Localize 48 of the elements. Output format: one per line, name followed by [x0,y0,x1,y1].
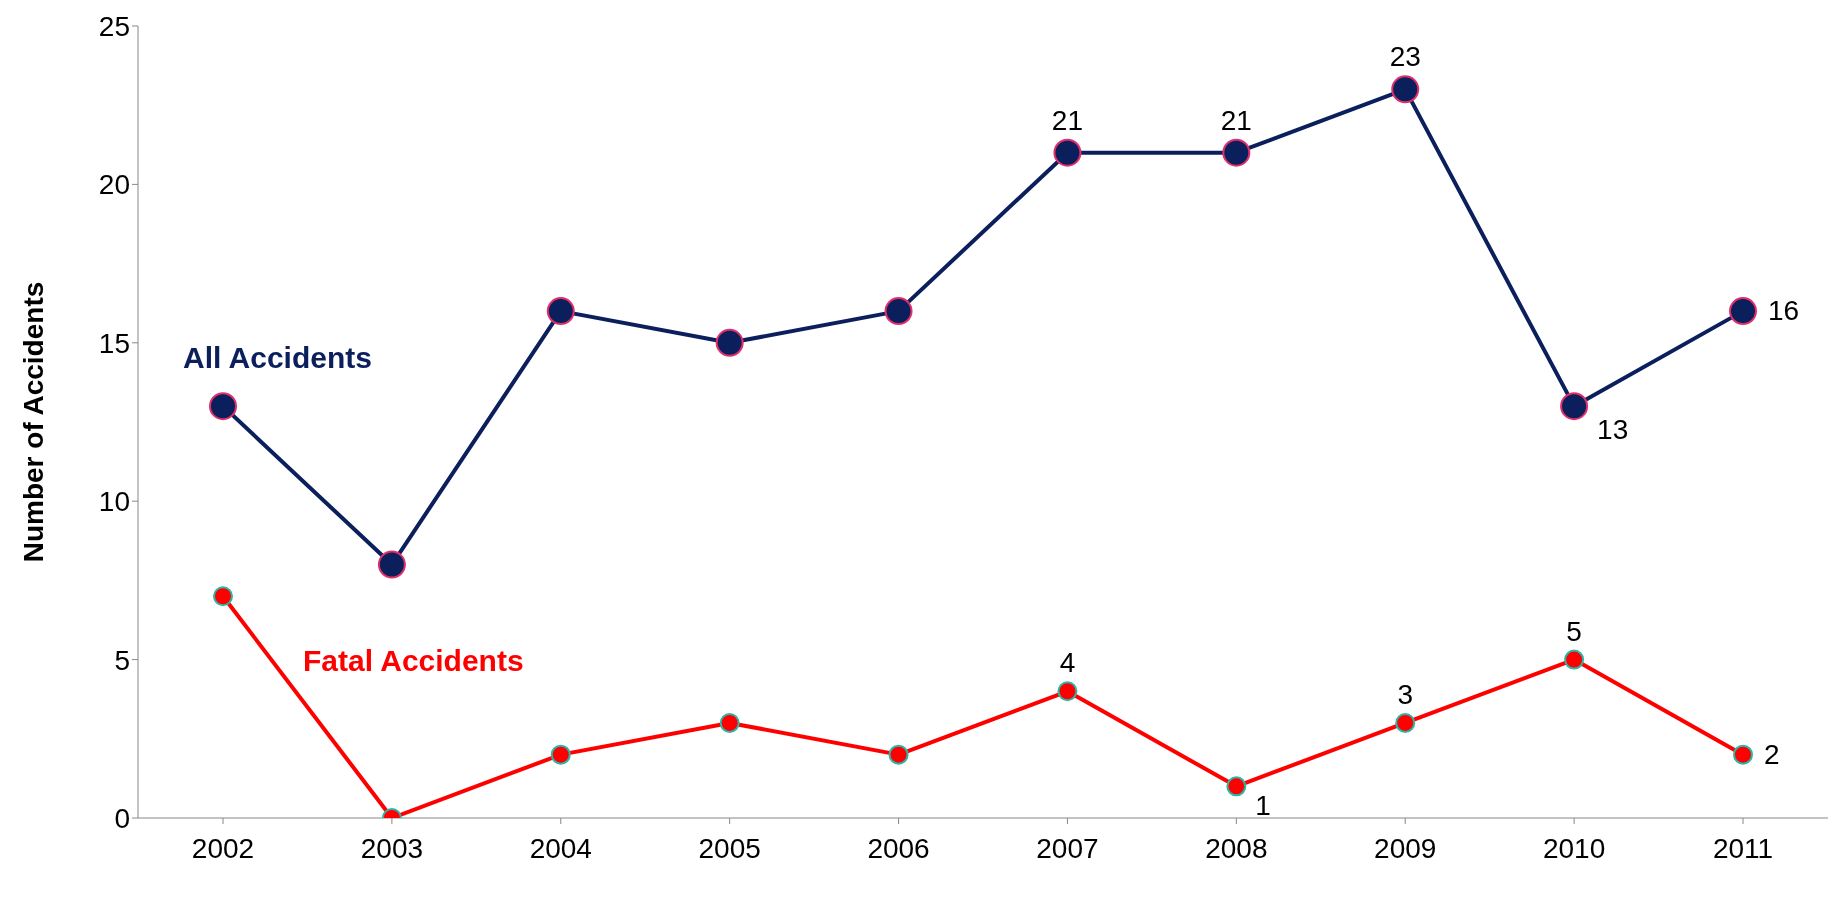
point [1729,297,1757,326]
y-tick-label: 5 [114,644,130,676]
point [1057,681,1078,702]
data-label: 23 [1389,41,1421,73]
x-tick-label: 2005 [698,832,761,864]
point [1733,744,1753,765]
y-tick-label: 20 [98,169,130,201]
y-tick-label: 10 [98,486,130,518]
point [1226,776,1247,797]
y-tick-label: 0 [114,802,130,834]
data-label: 5 [1566,615,1582,647]
point [377,550,406,579]
y-axis-title: Number of Accidents [17,281,49,563]
point [1391,75,1420,104]
x-tick-label: 2007 [1036,832,1099,864]
x-tick-label: 2006 [867,832,930,864]
data-label: 2 [1764,738,1780,770]
y-tick-label: 15 [98,327,130,359]
data-label: 13 [1597,414,1629,446]
point [1395,712,1416,733]
data-label: 16 [1768,295,1800,327]
point [719,712,740,733]
y-tick-label: 25 [98,10,130,42]
point [1560,392,1589,421]
x-tick-label: 2011 [1712,832,1774,864]
point [1564,649,1585,670]
point [888,744,909,765]
x-tick-label: 2003 [360,832,424,864]
series-label: All Accidents [183,341,372,375]
x-tick-label: 2002 [191,832,255,864]
data-label: 1 [1255,790,1271,822]
x-tick-label: 2009 [1374,832,1437,864]
point [884,297,913,326]
point [546,297,575,326]
series-label: Fatal Accidents [303,644,524,678]
point [209,392,237,421]
point [715,328,744,357]
point [213,586,233,607]
x-tick-label: 2010 [1542,832,1606,864]
x-tick-label: 2004 [529,832,592,864]
point [1222,138,1251,167]
data-label: 4 [1059,647,1076,679]
data-label: 21 [1051,104,1084,136]
point [1053,138,1082,167]
x-tick-label: 2008 [1205,832,1268,864]
data-label: 21 [1220,104,1252,136]
point [550,744,571,765]
data-label: 3 [1397,678,1414,710]
